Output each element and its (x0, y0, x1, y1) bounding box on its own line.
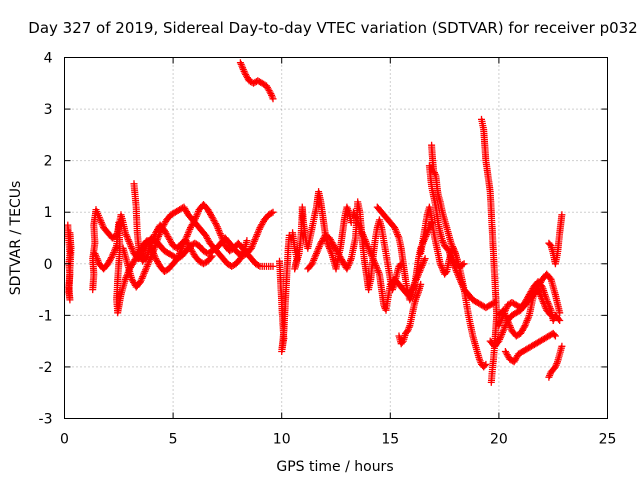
data-point (558, 211, 566, 219)
y-tick-label: 2 (44, 154, 53, 170)
data-point (459, 261, 467, 269)
data-point (481, 362, 489, 370)
data-point (268, 209, 276, 217)
data-point (243, 237, 251, 245)
y-tick-label: 4 (44, 51, 53, 67)
data-point (482, 360, 490, 368)
data-point (269, 262, 277, 270)
x-axis-title: GPS time / hours (276, 459, 393, 475)
data-point (460, 260, 468, 268)
data-point (444, 246, 452, 254)
y-tick-label: -3 (39, 412, 53, 428)
data-point (556, 309, 564, 317)
y-axis-title: SDTVAR / TECUs (8, 181, 24, 296)
data-point (255, 262, 262, 269)
data-point (207, 253, 215, 261)
data-point (551, 332, 559, 340)
data-point (421, 255, 429, 263)
y-tick-label: 1 (44, 205, 53, 221)
x-tick-label: 15 (381, 432, 399, 448)
x-tick-label: 25 (599, 432, 617, 448)
data-point (556, 317, 564, 324)
data-point (66, 229, 74, 237)
data-point (546, 310, 554, 318)
data-point (212, 220, 220, 228)
data-point (547, 311, 555, 319)
x-tick-label: 10 (273, 432, 291, 448)
data-point (558, 342, 566, 350)
data-point (107, 254, 115, 262)
y-tick-label: 0 (44, 257, 53, 273)
data-point (520, 323, 528, 331)
data-point (487, 378, 495, 386)
plot-frame (64, 57, 608, 419)
data-marks (64, 59, 566, 386)
y-tick-label: -2 (39, 360, 53, 376)
y-tick-label: -1 (39, 308, 53, 324)
data-point (269, 208, 277, 216)
data-point (208, 252, 216, 260)
y-tick-label: 3 (44, 102, 53, 118)
tick-labels: 0 5 10 15 20 25 -3 -2 -1 0 1 2 3 4 (39, 51, 617, 448)
data-point (417, 280, 425, 288)
data-point (550, 331, 558, 339)
chart-title: Day 327 of 2019, Sidereal Day-to-day VTE… (28, 19, 637, 37)
x-tick-label: 5 (169, 432, 178, 448)
data-point (555, 315, 563, 323)
axis-ticks (64, 57, 608, 419)
data-point (266, 88, 274, 96)
data-point (269, 95, 277, 103)
grid-lines (64, 57, 608, 419)
data-point (442, 269, 450, 277)
x-tick-label: 20 (490, 432, 508, 448)
x-tick-label: 0 (60, 432, 69, 448)
